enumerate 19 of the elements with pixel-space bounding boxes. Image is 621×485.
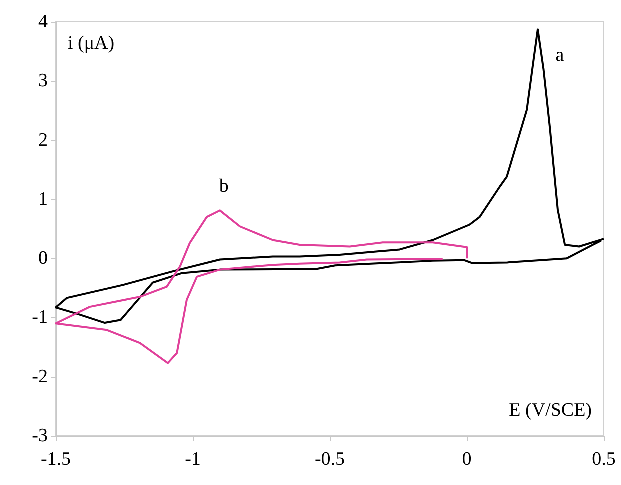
- y-axis-title: i (μA): [68, 33, 115, 54]
- y-tick-label: 3: [38, 70, 48, 92]
- x-tick-label: 0.5: [592, 449, 616, 470]
- y-tick-label: 1: [38, 188, 48, 210]
- x-tick-label: -1.5: [40, 449, 72, 470]
- x-tick-label: -0.5: [314, 449, 346, 470]
- y-tick-label: -2: [32, 366, 48, 388]
- y-tick-label: 0: [38, 248, 48, 270]
- x-tick-label: -1: [185, 449, 201, 470]
- line-series: [55, 210, 468, 364]
- annotation: a: [556, 45, 565, 66]
- x-tick-label: 0: [462, 449, 472, 470]
- line-series: [55, 28, 605, 324]
- y-tick-label: -1: [32, 307, 48, 328]
- y-tick-label: 2: [38, 130, 48, 151]
- annotation: b: [219, 176, 229, 198]
- y-tick-label: -3: [32, 426, 48, 446]
- x-axis-title: E (V/SCE): [509, 400, 592, 421]
- y-tick-label: 4: [38, 12, 48, 32]
